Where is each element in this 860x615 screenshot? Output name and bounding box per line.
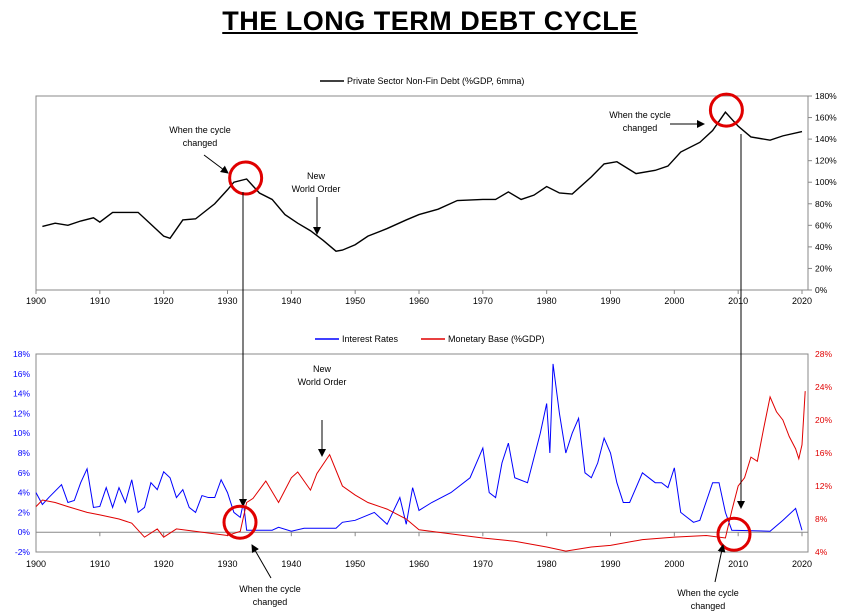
y-tick-label-left: 2% bbox=[18, 507, 31, 517]
y-tick-label-top: 140% bbox=[815, 134, 837, 144]
highlight-circle-2008-bottom bbox=[716, 516, 752, 552]
x-tick-label-top: 1940 bbox=[281, 296, 301, 306]
y-tick-label-left: 0% bbox=[18, 527, 31, 537]
y2-tick-label-right: 8% bbox=[815, 514, 828, 524]
x-tick-label-bottom: 1970 bbox=[473, 559, 493, 569]
y-tick-label-left: 18% bbox=[13, 349, 30, 359]
x-tick-label-bottom: 1990 bbox=[600, 559, 620, 569]
x-tick-label-top: 2000 bbox=[664, 296, 684, 306]
highlight-circle-2008-top bbox=[708, 92, 744, 128]
annotation-cycle-1933-bottom-line2: changed bbox=[253, 597, 288, 607]
x-tick-label-top: 1920 bbox=[154, 296, 174, 306]
annotation-new-world-order-top-line2: World Order bbox=[292, 184, 341, 194]
x-tick-label-bottom: 1930 bbox=[217, 559, 237, 569]
y-tick-label-left: 14% bbox=[13, 389, 30, 399]
y-tick-label-top: 40% bbox=[815, 242, 832, 252]
y-tick-label-left: 12% bbox=[13, 408, 30, 418]
highlight-circle-1932-bottom bbox=[222, 504, 258, 540]
x-tick-label-bottom: 1920 bbox=[154, 559, 174, 569]
x-tick-label-bottom: 2010 bbox=[728, 559, 748, 569]
annotation-cycle-2008-bottom-line1: When the cycle bbox=[677, 588, 739, 598]
legend-label-monetary: Monetary Base (%GDP) bbox=[448, 334, 545, 344]
legend-label-debt: Private Sector Non-Fin Debt (%GDP, 6mma) bbox=[347, 76, 524, 86]
annotation-cycle-1933-top-line2: changed bbox=[183, 138, 218, 148]
annotation-arrow-1933-top bbox=[203, 154, 229, 174]
annotation-cycle-1933-top-line1: When the cycle bbox=[169, 125, 231, 135]
y-tick-label-top: 180% bbox=[815, 91, 837, 101]
y-tick-label-left: -2% bbox=[15, 547, 31, 557]
series-line-debt bbox=[42, 111, 803, 252]
plot-area-bottom bbox=[35, 353, 809, 553]
annotation-new-world-order-bottom-line1: New bbox=[313, 364, 332, 374]
annotation-cycle-1933-bottom-line1: When the cycle bbox=[239, 584, 301, 594]
y-tick-label-top: 160% bbox=[815, 113, 837, 123]
x-tick-label-top: 1970 bbox=[473, 296, 493, 306]
y-tick-label-top: 20% bbox=[815, 263, 832, 273]
x-tick-label-bottom: 2020 bbox=[792, 559, 812, 569]
y-tick-label-left: 4% bbox=[18, 488, 31, 498]
series-line-monetary-base bbox=[35, 391, 806, 552]
y-tick-label-top: 120% bbox=[815, 156, 837, 166]
annotation-cycle-2008-top-line2: changed bbox=[623, 123, 658, 133]
x-tick-label-top: 2010 bbox=[728, 296, 748, 306]
y2-tick-label-right: 4% bbox=[815, 547, 828, 557]
y-tick-label-top: 0% bbox=[815, 285, 828, 295]
y-tick-label-top: 100% bbox=[815, 177, 837, 187]
annotation-new-world-order-bottom-line2: World Order bbox=[298, 377, 347, 387]
x-tick-label-top: 1950 bbox=[345, 296, 365, 306]
x-tick-label-top: 1960 bbox=[409, 296, 429, 306]
y2-tick-label-right: 28% bbox=[815, 349, 832, 359]
highlight-circle-1933-top bbox=[228, 160, 264, 196]
annotation-arrow-2008-bottom bbox=[714, 544, 726, 583]
y2-tick-label-right: 12% bbox=[815, 481, 832, 491]
y-tick-label-top: 60% bbox=[815, 220, 832, 230]
x-tick-label-top: 1900 bbox=[26, 296, 46, 306]
x-tick-label-top: 1990 bbox=[600, 296, 620, 306]
x-tick-label-bottom: 1900 bbox=[26, 559, 46, 569]
x-tick-label-bottom: 2000 bbox=[664, 559, 684, 569]
y-tick-label-left: 16% bbox=[13, 369, 30, 379]
page-title: THE LONG TERM DEBT CYCLE bbox=[222, 6, 638, 36]
x-tick-label-top: 2020 bbox=[792, 296, 812, 306]
y-tick-label-left: 6% bbox=[18, 468, 31, 478]
x-tick-label-bottom: 1910 bbox=[90, 559, 110, 569]
annotation-cycle-2008-top-line1: When the cycle bbox=[609, 110, 671, 120]
y2-tick-label-right: 24% bbox=[815, 382, 832, 392]
y-tick-label-left: 10% bbox=[13, 428, 30, 438]
y2-tick-label-right: 16% bbox=[815, 448, 832, 458]
annotation-arrow-1933-bottom bbox=[251, 544, 272, 579]
x-tick-label-bottom: 1980 bbox=[537, 559, 557, 569]
legend-label-interest: Interest Rates bbox=[342, 334, 399, 344]
x-tick-label-top: 1910 bbox=[90, 296, 110, 306]
annotation-cycle-2008-bottom-line2: changed bbox=[691, 601, 726, 611]
plot-area-top bbox=[35, 95, 809, 291]
x-tick-label-bottom: 1950 bbox=[345, 559, 365, 569]
series-line-interest-rates bbox=[35, 363, 803, 532]
y2-tick-label-right: 20% bbox=[815, 415, 832, 425]
x-tick-label-bottom: 1960 bbox=[409, 559, 429, 569]
annotation-new-world-order-top-line1: New bbox=[307, 171, 326, 181]
x-tick-label-bottom: 1940 bbox=[281, 559, 301, 569]
y-tick-label-top: 80% bbox=[815, 199, 832, 209]
y-tick-label-left: 8% bbox=[18, 448, 31, 458]
x-tick-label-top: 1980 bbox=[537, 296, 557, 306]
x-tick-label-top: 1930 bbox=[217, 296, 237, 306]
